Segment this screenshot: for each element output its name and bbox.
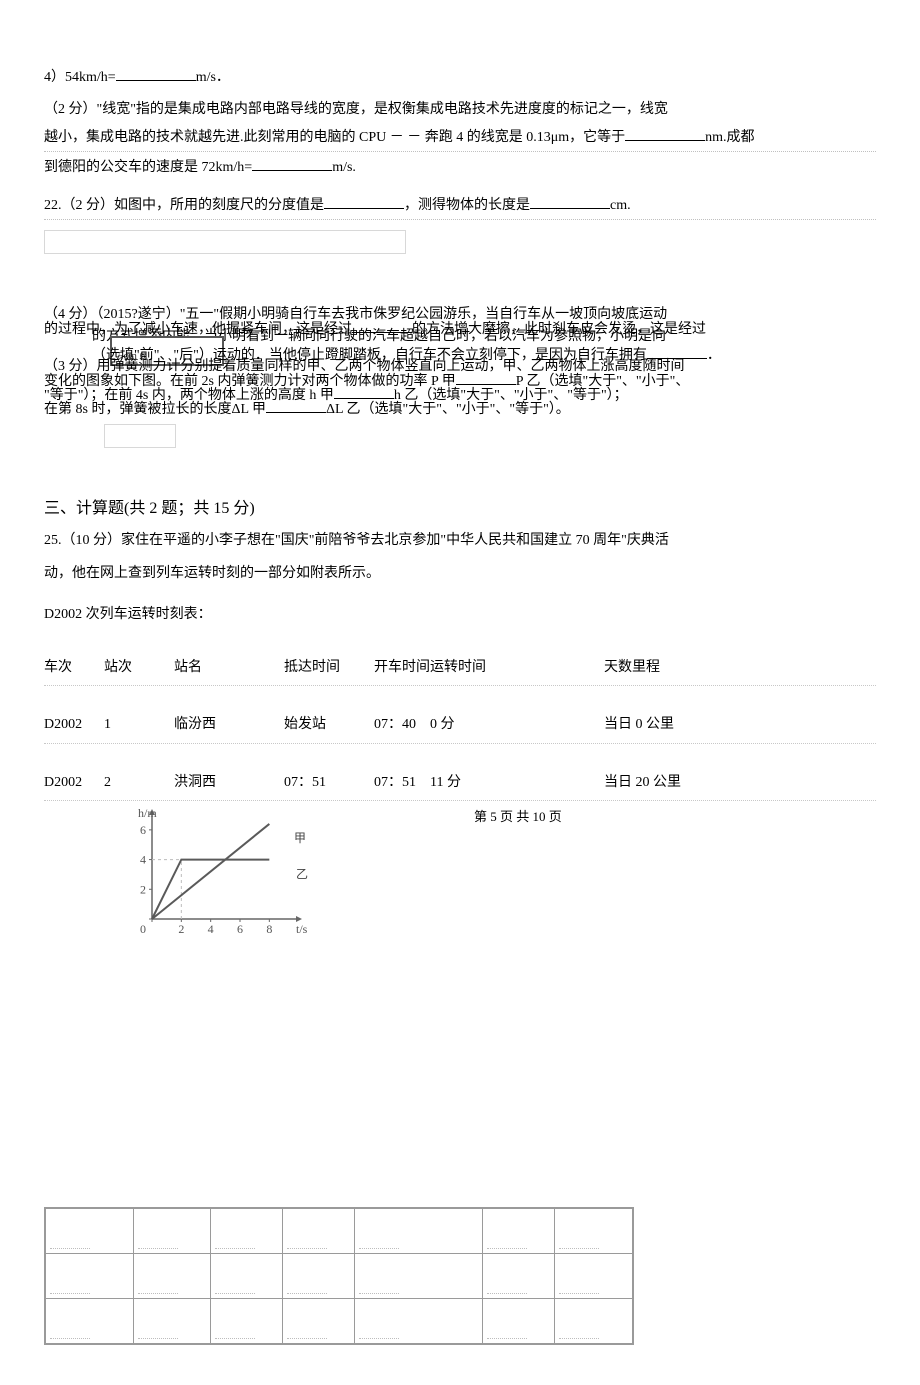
height-time-chart: 2 4 6 2 4 6 8 0 h/m t/s [124, 807, 314, 947]
q-linewidth-l2: 越小，集成电路的技术就越先进.此刻常用的电脑的 CPU － － 奔跑 4 的线宽… [44, 126, 876, 152]
th-blank [524, 657, 604, 679]
q-linewidth-l2b: nm.成都 [705, 130, 754, 145]
q-linewidth-l1: （2 分）"线宽"指的是集成电路内部电路导线的宽度，是权衡集成电路技术先进度度的… [44, 99, 876, 121]
q4-unit: m/s． [196, 70, 230, 85]
table-cell [555, 1253, 633, 1298]
svg-text:2: 2 [140, 882, 146, 896]
overlap-cluster: （4 分）（2015?遂宁）"五一"假期小明骑自行车去我市侏罗纪公园游乐，当自行… [44, 304, 876, 414]
table-cell [483, 1253, 555, 1298]
th-depart: 开车时间运转时间 [374, 657, 524, 679]
series-label-yi: 乙 [296, 865, 308, 884]
q22-t3: cm. [610, 198, 631, 213]
q25-l2: 动，他在网上查到列车运转时刻的一部分如附表所示。 [44, 559, 876, 588]
svg-text:6: 6 [237, 922, 243, 936]
table-cell [45, 1298, 133, 1344]
blank-ms[interactable] [252, 156, 332, 171]
svg-text:h/m: h/m [138, 807, 157, 820]
cl-c2-blank[interactable] [456, 370, 516, 385]
r2-depart: 07：51 11 分 [374, 772, 524, 794]
table-row [45, 1253, 633, 1298]
q22-t2: ，测得物体的长度是 [404, 198, 530, 213]
chart-area: 第 5 页 共 10 页 2 4 6 2 4 6 8 0 h/m t/s 甲 乙 [44, 807, 876, 947]
q-linewidth-l2a: 越小，集成电路的技术就越先进.此刻常用的电脑的 CPU － － 奔跑 4 的线宽… [44, 130, 625, 145]
table-cell [483, 1298, 555, 1344]
table-cell [133, 1298, 211, 1344]
svg-text:2: 2 [178, 922, 184, 936]
th-stopno: 站次 [104, 657, 174, 679]
faint-box-1 [44, 230, 406, 254]
table-cell [483, 1208, 555, 1254]
q22-blank2[interactable] [530, 194, 610, 209]
table-cell [555, 1208, 633, 1254]
faint-box-2 [104, 424, 176, 448]
blank-nm[interactable] [625, 126, 705, 141]
table-cell [555, 1298, 633, 1344]
r2-blank [524, 772, 604, 794]
r1-station: 临汾西 [174, 714, 284, 736]
table-row [45, 1208, 633, 1254]
r1-arrive: 始发站 [284, 714, 374, 736]
q22-t1: 22.（2 分）如图中，所用的刻度尺的分度值是 [44, 198, 324, 213]
q25-l1: 25.（10 分）家住在平遥的小李子想在"国庆"前陪爷爷去北京参加"中华人民共和… [44, 526, 876, 555]
table-cell [133, 1253, 211, 1298]
sched-row-2: D2002 2 洪洞西 07：51 07：51 11 分 当日 20 公里 [44, 772, 876, 801]
cl-c4a: 在第 8s 时，弹簧被拉长的长度ΔL 甲 [44, 402, 266, 417]
r1-train: D2002 [44, 714, 104, 736]
th-arrive: 抵达时间 [284, 657, 374, 679]
svg-text:8: 8 [266, 922, 272, 936]
th-train: 车次 [44, 657, 104, 679]
r2-stopno: 2 [104, 772, 174, 794]
q4-prefix: 4）54km/h= [44, 70, 116, 85]
page-number: 第 5 页 共 10 页 [474, 807, 562, 828]
r1-blank [524, 714, 604, 736]
table-cell [211, 1208, 283, 1254]
r1-dist: 当日 0 公里 [604, 714, 754, 736]
q22-blank1[interactable] [324, 194, 404, 209]
r2-arrive: 07：51 [284, 772, 374, 794]
svg-text:t/s: t/s [296, 922, 308, 936]
q4-blank[interactable] [116, 66, 196, 81]
table-cell [211, 1298, 283, 1344]
q-linewidth-l3b: m/s. [332, 160, 356, 175]
r2-train: D2002 [44, 772, 104, 794]
table-cell [282, 1253, 354, 1298]
cl-c4b: ΔL 乙（选填"大于"、"小于"、"等于"）。 [326, 402, 570, 417]
r2-station: 洪洞西 [174, 772, 284, 794]
table-cell [282, 1208, 354, 1254]
r1-depart: 07：40 0 分 [374, 714, 524, 736]
q22-line: 22.（2 分）如图中，所用的刻度尺的分度值是 ，测得物体的长度是 cm. [44, 194, 876, 220]
table-cell [282, 1298, 354, 1344]
cl-c3-blank[interactable] [334, 384, 394, 399]
cl-c4-blank[interactable] [266, 398, 326, 413]
r1-stopno: 1 [104, 714, 174, 736]
table-cell [354, 1298, 483, 1344]
th-dist: 天数里程 [604, 657, 754, 679]
footer-table-wrap [44, 1207, 876, 1345]
table-cell [133, 1208, 211, 1254]
sched-row-1: D2002 1 临汾西 始发站 07：40 0 分 当日 0 公里 [44, 714, 876, 743]
svg-text:0: 0 [140, 922, 146, 936]
r2-dist: 当日 20 公里 [604, 772, 754, 794]
table-row [45, 1298, 633, 1344]
q-linewidth-l3a: 到德阳的公交车的速度是 72km/h= [44, 160, 252, 175]
table-cell [45, 1208, 133, 1254]
footer-table [44, 1207, 634, 1345]
svg-text:4: 4 [208, 922, 214, 936]
sched-title: D2002 次列车运转时刻表： [44, 604, 876, 626]
q4-line: 4）54km/h= m/s． [44, 66, 876, 89]
q-linewidth-l3: 到德阳的公交车的速度是 72km/h= m/s. [44, 156, 876, 179]
table-cell [211, 1253, 283, 1298]
th-station: 站名 [174, 657, 284, 679]
table-cell [354, 1253, 483, 1298]
svg-text:6: 6 [140, 823, 146, 837]
series-label-jia: 甲 [294, 829, 306, 848]
table-cell [354, 1208, 483, 1254]
table-cell [45, 1253, 133, 1298]
section-3-title: 三、计算题(共 2 题；共 15 分) [44, 496, 876, 522]
svg-text:4: 4 [140, 852, 146, 866]
sched-head: 车次 站次 站名 抵达时间 开车时间运转时间 天数里程 [44, 657, 876, 686]
